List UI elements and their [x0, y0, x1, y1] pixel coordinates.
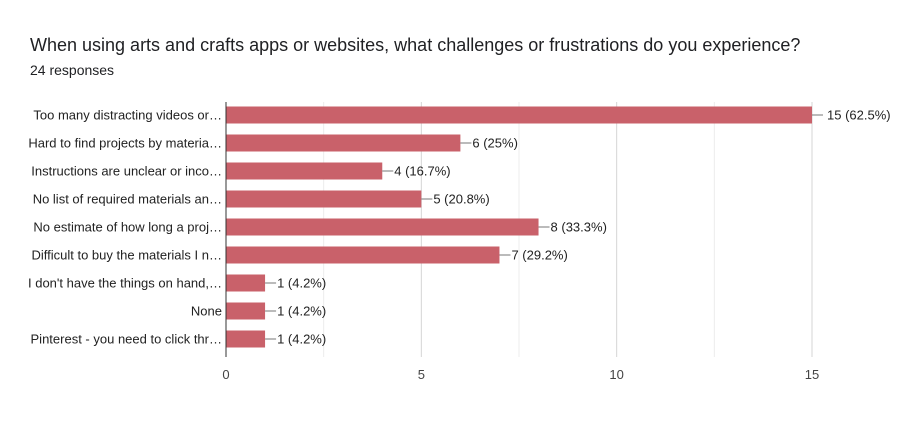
x-tick-label: 10: [609, 367, 623, 382]
bar: [226, 330, 266, 348]
x-tick-label: 15: [805, 367, 819, 382]
bars: [226, 106, 812, 348]
x-tick-label: 0: [222, 367, 229, 382]
category-label: Pinterest - you need to click thr…: [31, 332, 222, 347]
bar: [226, 190, 422, 208]
data-label: 4 (16.7%): [394, 164, 450, 179]
bar: [226, 274, 266, 292]
category-label: No list of required materials an…: [33, 192, 222, 207]
chart-title: When using arts and crafts apps or websi…: [30, 35, 801, 55]
response-count: 24 responses: [30, 62, 115, 78]
category-label: Too many distracting videos or…: [33, 108, 222, 123]
data-label: 15 (62.5%): [827, 108, 891, 123]
data-label: 5 (20.8%): [433, 192, 489, 207]
bar: [226, 134, 461, 152]
data-label: 6 (25%): [472, 136, 518, 151]
bar: [226, 302, 266, 320]
category-label: Difficult to buy the materials I n…: [31, 248, 222, 263]
x-tick-labels: 0 5 10 15: [222, 367, 819, 382]
bar: [226, 218, 539, 236]
category-label: I don't have the things on hand,…: [28, 276, 222, 291]
data-label: 1 (4.2%): [277, 304, 326, 319]
data-label: 8 (33.3%): [551, 220, 607, 235]
category-label: Instructions are unclear or inco…: [31, 164, 222, 179]
data-label: 1 (4.2%): [277, 276, 326, 291]
data-label: 1 (4.2%): [277, 332, 326, 347]
x-tick-label: 5: [418, 367, 425, 382]
bar: [226, 106, 812, 124]
bar: [226, 162, 383, 180]
bar: [226, 246, 500, 264]
category-labels: Too many distracting videos or… Hard to f…: [28, 108, 222, 347]
data-label: 7 (29.2%): [511, 248, 567, 263]
category-label: Hard to find projects by materia…: [28, 136, 222, 151]
category-label: None: [191, 304, 222, 319]
data-labels: 15 (62.5%) 6 (25%) 4 (16.7%) 5 (20.8%) 8 (33…: [265, 108, 891, 347]
category-label: No estimate of how long a proj…: [33, 220, 222, 235]
